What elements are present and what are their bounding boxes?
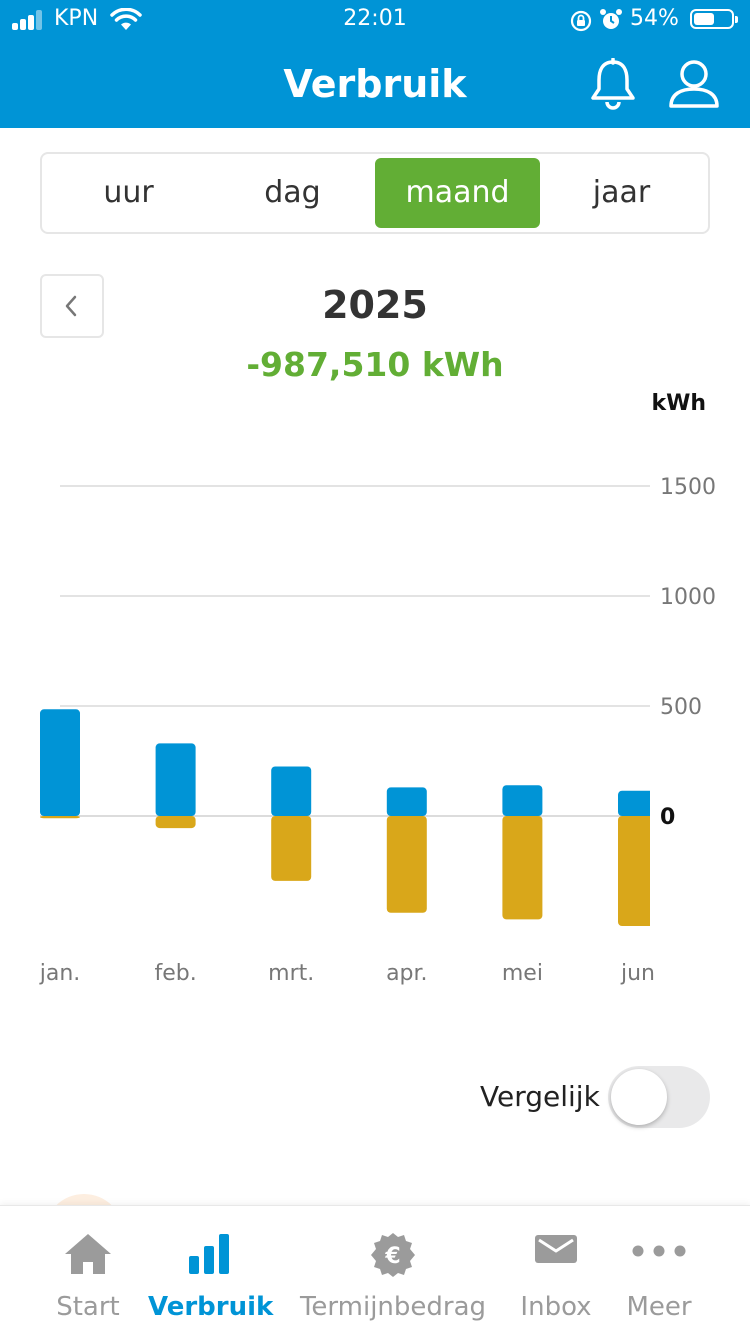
bar-consumption[interactable]	[271, 766, 312, 817]
tab-verbruik[interactable]: Verbruik	[148, 1206, 274, 1335]
period-total: -987,510 kWh	[246, 345, 504, 384]
chevron-left-icon	[65, 295, 77, 317]
bottom-tab-bar: Start Verbruik € Termijnbedrag Inbox Mee…	[0, 1205, 750, 1335]
tab-label: Inbox	[520, 1292, 592, 1322]
home-icon	[65, 1234, 111, 1274]
tab-termijnbedrag[interactable]: € Termijnbedrag	[296, 1206, 490, 1335]
x-tick-label: feb.	[154, 961, 196, 986]
bar-return[interactable]	[386, 816, 427, 913]
bar-consumption[interactable]	[618, 790, 658, 816]
euro-badge-icon: €	[371, 1233, 415, 1277]
bar-consumption[interactable]	[40, 709, 80, 816]
more-dots-icon	[632, 1245, 686, 1257]
bars-group	[40, 709, 658, 926]
tab-inbox[interactable]: Inbox	[510, 1206, 602, 1335]
compare-label: Vergelijk	[480, 1080, 600, 1113]
bar-chart-icon	[189, 1234, 229, 1274]
tab-maand[interactable]: maand	[375, 158, 540, 228]
tab-dag[interactable]: dag	[264, 175, 321, 210]
period-year: 2025	[322, 283, 428, 327]
bar-return[interactable]	[271, 816, 312, 881]
carrier-name: KPN	[54, 6, 99, 31]
orientation-lock-icon	[570, 10, 592, 32]
axis-unit-label: kWh	[651, 391, 706, 416]
y-tick-label: 500	[660, 695, 702, 720]
bar-return[interactable]	[618, 816, 658, 926]
tab-label: Start	[56, 1292, 120, 1322]
app-header: KPN 22:01 54% Verbruik	[0, 0, 750, 128]
page-title: Verbruik	[283, 62, 467, 106]
bar-return[interactable]	[155, 816, 196, 829]
tab-meer[interactable]: Meer	[618, 1206, 700, 1335]
tab-uur[interactable]: uur	[103, 175, 154, 210]
toggle-knob	[611, 1069, 667, 1125]
tab-label: Termijnbedrag	[299, 1292, 487, 1322]
status-bar: KPN 22:01 54%	[0, 0, 750, 40]
y-tick-label: 1000	[660, 585, 716, 610]
x-tick-label: mei	[502, 961, 543, 986]
compare-toggle[interactable]	[608, 1066, 710, 1128]
clock: 22:01	[343, 6, 407, 31]
tab-jaar[interactable]: jaar	[592, 175, 651, 210]
x-tick-label: jun	[620, 961, 655, 986]
user-icon[interactable]	[668, 58, 720, 110]
battery-icon	[690, 9, 738, 29]
bar-consumption[interactable]	[502, 785, 543, 816]
signal-strength-icon	[12, 10, 48, 30]
envelope-icon	[535, 1235, 577, 1263]
tab-label: Meer	[626, 1292, 692, 1322]
battery-percentage: 54%	[630, 6, 679, 31]
x-tick-label: apr.	[386, 961, 427, 986]
previous-period-button[interactable]	[40, 274, 104, 338]
x-tick-label: jan.	[39, 961, 81, 986]
alarm-icon	[600, 9, 622, 29]
bar-return[interactable]	[502, 816, 543, 920]
y-tick-label: 1500	[660, 475, 716, 500]
bell-icon[interactable]	[588, 58, 638, 110]
wifi-icon	[110, 8, 142, 30]
tab-start[interactable]: Start	[38, 1206, 138, 1335]
svg-text:€: €	[384, 1244, 400, 1269]
x-tick-label: mrt.	[268, 961, 314, 986]
bar-consumption[interactable]	[155, 743, 196, 816]
bar-consumption[interactable]	[386, 787, 427, 816]
period-segmented-control: uur dag maand jaar	[40, 152, 710, 234]
monthly-usage-chart: kWh 1500 1000 500 0 jan. feb. mrt. apr. mei jun	[39, 391, 716, 986]
y-tick-label: 0	[660, 805, 675, 830]
tab-label: Verbruik	[148, 1292, 274, 1322]
bar-return[interactable]	[40, 816, 80, 819]
